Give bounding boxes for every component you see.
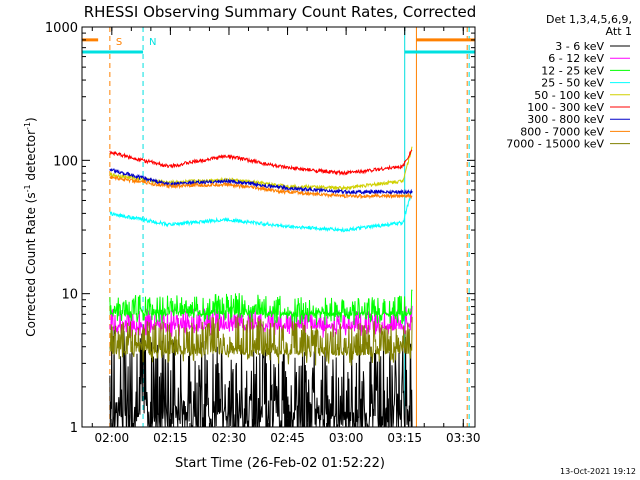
x-tick-label: 03:15 bbox=[387, 431, 422, 445]
series-line bbox=[109, 305, 413, 338]
y-axis: 1 10 100 1000 bbox=[45, 21, 475, 436]
legend-label: 100 - 300 keV bbox=[527, 101, 604, 114]
legend-label: 50 - 100 keV bbox=[534, 89, 604, 102]
legend-label: 800 - 7000 keV bbox=[520, 125, 604, 138]
footer-timestamp: 13-Oct-2021 19:12 bbox=[560, 467, 636, 476]
marker-label: S bbox=[116, 37, 122, 48]
legend-label: 25 - 50 keV bbox=[541, 77, 604, 90]
x-tick-label: 02:30 bbox=[212, 431, 247, 445]
y-tick-label: 10 bbox=[61, 288, 78, 303]
x-axis-label: Start Time (26-Feb-02 01:52:22) bbox=[175, 456, 385, 471]
y-tick-label: 1000 bbox=[45, 21, 78, 36]
x-tick-label: 02:15 bbox=[153, 431, 188, 445]
y-axis-label: Corrected Count Rate (s-1 detector-1) bbox=[23, 117, 38, 336]
x-tick-label: 03:30 bbox=[446, 431, 481, 445]
plot-frame bbox=[81, 26, 476, 428]
series-line bbox=[109, 289, 413, 326]
legend-label: 7000 - 15000 keV bbox=[506, 138, 604, 151]
x-tick-label: 02:00 bbox=[95, 431, 130, 445]
x-tick-label: 02:45 bbox=[270, 431, 305, 445]
legend-header-line2: Att 1 bbox=[606, 25, 632, 38]
series-line bbox=[109, 149, 413, 177]
series-line bbox=[109, 326, 413, 428]
series-line bbox=[109, 168, 413, 196]
series-line bbox=[109, 175, 413, 200]
x-tick-label: 03:00 bbox=[329, 431, 364, 445]
legend-label: 12 - 25 keV bbox=[541, 64, 604, 77]
y-tick-label: 100 bbox=[53, 154, 78, 169]
legend-label: 300 - 800 keV bbox=[527, 113, 604, 126]
legend-label: 3 - 6 keV bbox=[555, 40, 604, 53]
marker-label: N bbox=[149, 37, 156, 48]
legend-header-line1: Det 1,3,4,5,6,9, bbox=[546, 13, 632, 26]
x-axis: 02:00 02:15 02:30 02:45 03:00 03:15 03:30 bbox=[91, 27, 481, 445]
legend-label: 6 - 12 keV bbox=[548, 52, 604, 65]
series-line bbox=[109, 315, 413, 366]
series-line bbox=[109, 190, 413, 233]
chart-title: RHESSI Observing Summary Count Rates, Co… bbox=[84, 3, 477, 21]
y-tick-label: 1 bbox=[70, 421, 78, 436]
